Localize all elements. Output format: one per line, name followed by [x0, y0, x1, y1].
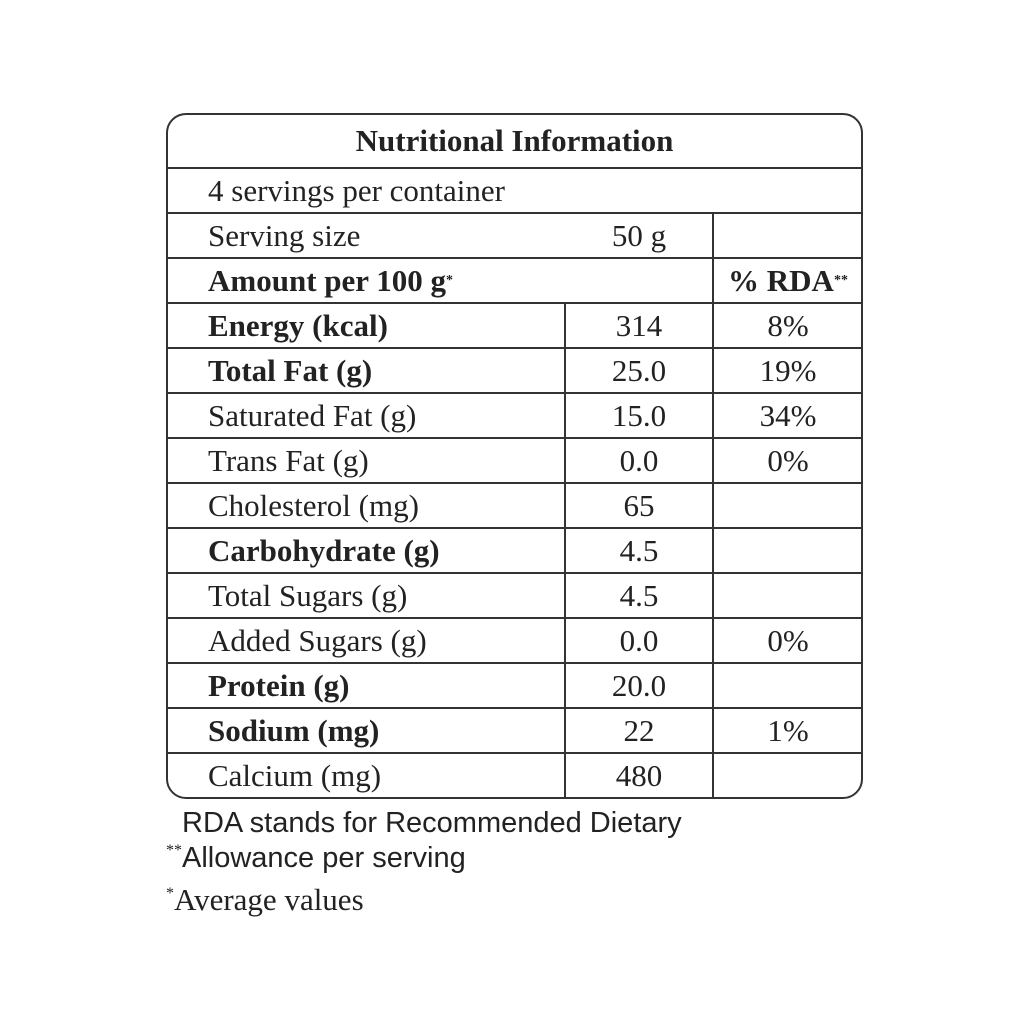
column-divider [564, 439, 566, 482]
nutrient-value: 65 [623, 487, 655, 523]
nutrient-value: 0.0 [619, 442, 659, 478]
nutrient-value: 20.0 [611, 667, 667, 703]
table-row: Calcium (mg) 480 [168, 752, 861, 797]
table-title-row: Nutritional Information [168, 115, 861, 167]
table-row: Saturated Fat (g) 15.0 34% [168, 392, 861, 437]
table-row: Added Sugars (g) 0.0 0% [168, 617, 861, 662]
nutrient-value: 0.0 [619, 622, 659, 658]
serving-size-label: Serving size [208, 217, 361, 253]
nutrient-rda [713, 484, 861, 527]
serving-size-row: Serving size 50 g [168, 212, 861, 257]
average-footnote-text: Average values [174, 882, 364, 917]
nutrient-value: 15.0 [611, 397, 667, 433]
average-footnote-symbol: * [166, 885, 174, 902]
table-title: Nutritional Information [355, 123, 674, 158]
nutrient-value: 25.0 [611, 352, 667, 388]
column-divider [564, 664, 566, 707]
table-row: Trans Fat (g) 0.0 0% [168, 437, 861, 482]
amount-label: Amount per 100 g [208, 262, 446, 298]
nutrient-name: Saturated Fat (g) [208, 397, 417, 433]
column-divider [712, 754, 714, 797]
amount-header: Amount per 100 g * [208, 262, 453, 298]
amount-header-row: Amount per 100 g * % RDA ** [168, 257, 861, 302]
nutrition-table: Nutritional Information 4 servings per c… [166, 113, 863, 799]
column-divider [564, 574, 566, 617]
column-divider [564, 349, 566, 392]
nutrient-name: Total Sugars (g) [208, 577, 408, 613]
nutrient-rda: 34% [759, 397, 817, 433]
average-footnote: *Average values [166, 882, 866, 918]
nutrient-value: 4.5 [619, 532, 659, 568]
column-divider [564, 484, 566, 527]
table-row: Energy (kcal) 314 8% [168, 302, 861, 347]
nutrient-rda [713, 529, 861, 572]
rda-header: % RDA ** [728, 262, 848, 298]
column-divider [564, 709, 566, 752]
table-row: Total Sugars (g) 4.5 [168, 572, 861, 617]
servings-row: 4 servings per container [168, 167, 861, 212]
column-divider [712, 484, 714, 527]
nutrient-rda: 0% [767, 442, 809, 478]
column-divider [712, 709, 714, 752]
nutrient-rda: 1% [767, 712, 809, 748]
rda-footnote-text: RDA stands for Recommended Dietary Allow… [182, 807, 682, 874]
column-divider [712, 619, 714, 662]
column-divider [712, 214, 714, 257]
nutrient-rda: 19% [759, 352, 817, 388]
column-divider [564, 394, 566, 437]
nutrient-value: 480 [615, 757, 663, 793]
column-divider [712, 259, 714, 302]
column-divider [712, 349, 714, 392]
table-row: Total Fat (g) 25.0 19% [168, 347, 861, 392]
table-row: Cholesterol (mg) 65 [168, 482, 861, 527]
servings-per-container: 4 servings per container [208, 172, 505, 208]
rda-footnote: **RDA stands for Recommended Dietary All… [166, 806, 866, 876]
nutrient-name: Carbohydrate (g) [208, 532, 440, 568]
nutrient-name: Energy (kcal) [208, 307, 388, 343]
column-divider [712, 394, 714, 437]
table-row: Carbohydrate (g) 4.5 [168, 527, 861, 572]
column-divider [712, 664, 714, 707]
column-divider [564, 529, 566, 572]
nutrient-value: 4.5 [619, 577, 659, 613]
nutrient-name: Trans Fat (g) [208, 442, 369, 478]
rda-label: % RDA [728, 262, 834, 298]
table-row: Sodium (mg) 22 1% [168, 707, 861, 752]
nutrient-rda [713, 754, 861, 797]
nutrient-rda [713, 574, 861, 617]
column-divider [712, 529, 714, 572]
nutrient-name: Cholesterol (mg) [208, 487, 419, 523]
rda-footnote-symbol: ** [166, 842, 182, 859]
nutrient-rda [713, 664, 861, 707]
serving-size-value: 50 g [611, 217, 667, 253]
footnotes: **RDA stands for Recommended Dietary All… [166, 806, 866, 924]
nutrient-value: 314 [615, 307, 663, 343]
nutrient-name: Total Fat (g) [208, 352, 373, 388]
nutrient-rda: 0% [767, 622, 809, 658]
column-divider [564, 304, 566, 347]
column-divider [564, 754, 566, 797]
nutrient-value: 22 [623, 712, 655, 748]
table-row: Protein (g) 20.0 [168, 662, 861, 707]
nutrient-name: Added Sugars (g) [208, 622, 427, 658]
column-divider [712, 439, 714, 482]
nutrient-rda: 8% [767, 307, 809, 343]
nutrient-name: Calcium (mg) [208, 757, 382, 793]
column-divider [564, 619, 566, 662]
nutrient-name: Protein (g) [208, 667, 350, 703]
nutrient-name: Sodium (mg) [208, 712, 380, 748]
column-divider [712, 574, 714, 617]
column-divider [712, 304, 714, 347]
